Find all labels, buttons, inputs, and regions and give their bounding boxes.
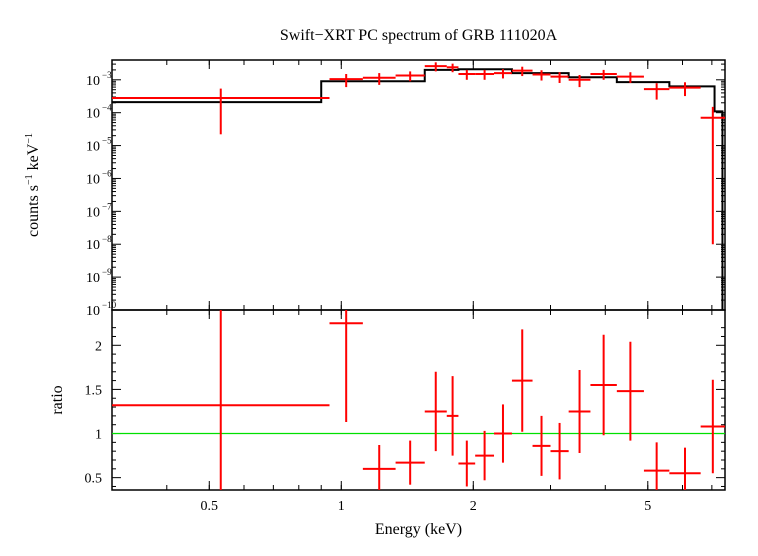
bottom-y-axis-label: ratio [49, 385, 66, 414]
y-tick-label: 1.5 [85, 383, 103, 398]
spectrum-figure: Swift−XRT PC spectrum of GRB 111020A 0.5 1… [0, 0, 758, 556]
y-tick-label: 1 [95, 428, 102, 443]
svg-text:10: 10 [86, 205, 100, 220]
svg-text:10: 10 [86, 238, 100, 253]
svg-text:10: 10 [86, 271, 100, 286]
svg-text:−9: −9 [102, 267, 112, 277]
svg-text:−6: −6 [102, 168, 112, 178]
svg-text:−5: −5 [102, 136, 112, 146]
x-tick-label: 2 [470, 499, 477, 514]
y-tick-label: 10−3 [86, 70, 112, 89]
svg-text:−10: −10 [102, 300, 117, 310]
x-axis-label: Energy (keV) [375, 521, 462, 538]
x-tick-label: 1 [338, 499, 345, 514]
svg-text:−4: −4 [102, 103, 112, 113]
y-tick-label: 10−8 [86, 234, 112, 253]
y-tick-label: 2 [95, 339, 102, 354]
y-tick-label: 10−9 [86, 267, 112, 286]
svg-text:10: 10 [86, 140, 100, 155]
svg-text:−7: −7 [102, 201, 112, 211]
svg-text:−8: −8 [102, 234, 112, 244]
x-tick-label: 0.5 [201, 499, 219, 514]
svg-text:10: 10 [86, 107, 100, 122]
y-tick-label: 10−6 [86, 168, 112, 187]
y-tick-label: 10−4 [86, 103, 112, 122]
svg-text:10: 10 [86, 304, 100, 319]
x-tick-label: 5 [644, 499, 651, 514]
y-tick-label: 0.5 [85, 472, 103, 487]
top-panel-content [112, 62, 725, 310]
y-tick-label: 10−5 [86, 136, 112, 155]
model-step-line [112, 69, 722, 310]
top-y-axis-label: counts s−1 keV−1 [24, 133, 42, 237]
svg-text:−3: −3 [102, 70, 112, 80]
bottom-panel-content [112, 297, 725, 513]
svg-text:10: 10 [86, 74, 100, 89]
svg-text:10: 10 [86, 172, 100, 187]
chart-title: Swift−XRT PC spectrum of GRB 111020A [280, 27, 558, 44]
y-tick-label: 10−7 [86, 201, 112, 220]
